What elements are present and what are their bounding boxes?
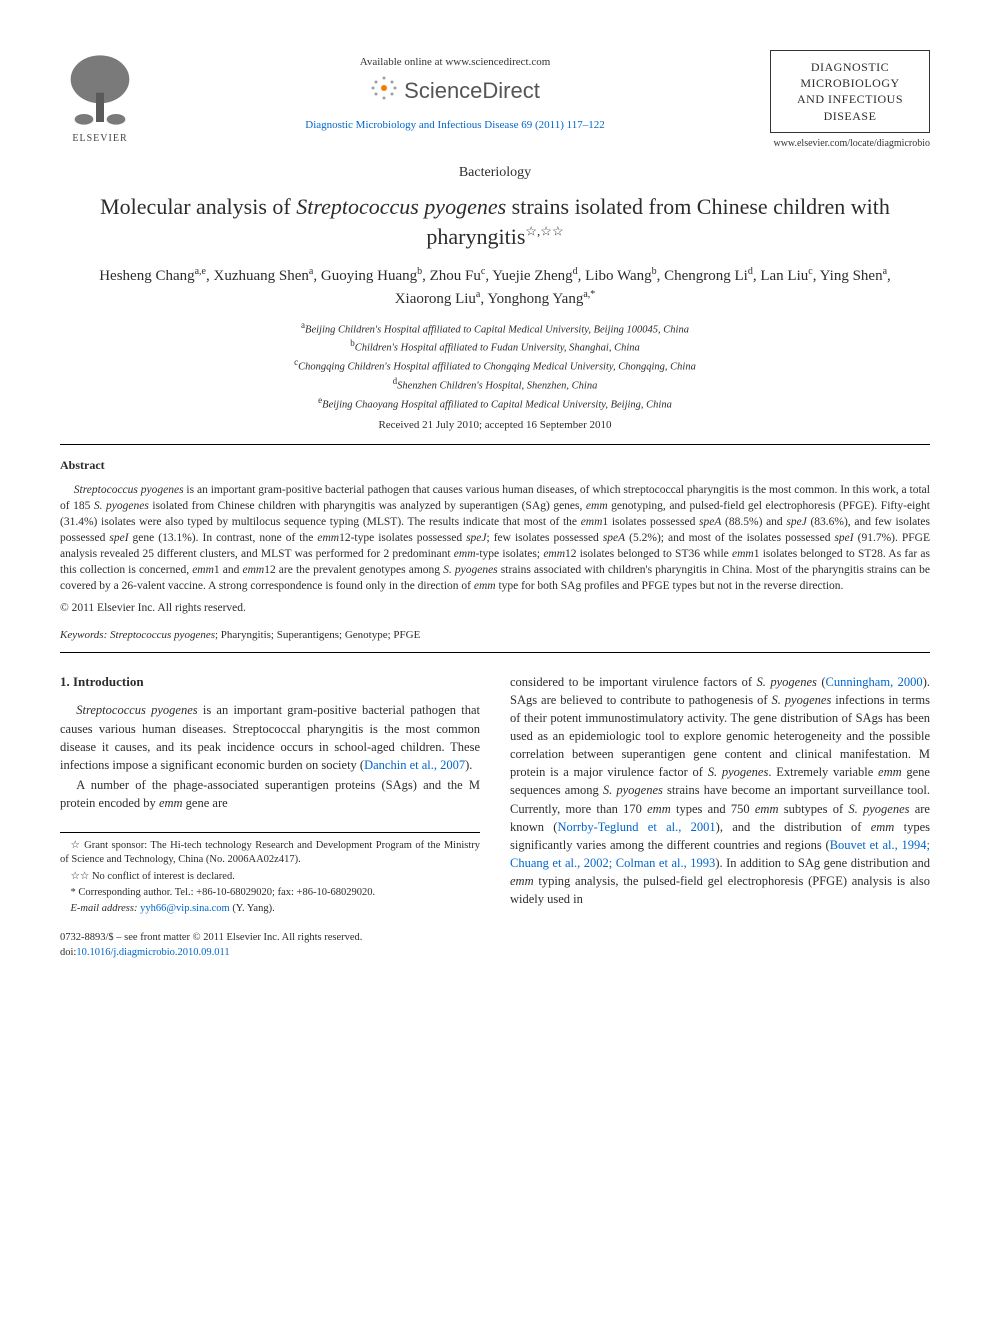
corresponding-email[interactable]: yyh66@vip.sina.com bbox=[140, 903, 230, 914]
abstract-heading: Abstract bbox=[60, 457, 930, 474]
elsevier-logo: ELSEVIER bbox=[60, 50, 140, 146]
journal-box-line: DISEASE bbox=[779, 108, 921, 124]
keywords-text: Streptococcus pyogenes; Pharyngitis; Sup… bbox=[110, 629, 420, 641]
title-footnote-marks: ☆,☆☆ bbox=[525, 224, 563, 239]
journal-box-line: MICROBIOLOGY bbox=[779, 75, 921, 91]
doi-label: doi: bbox=[60, 947, 76, 958]
left-column: 1. Introduction Streptococcus pyogenes i… bbox=[60, 673, 480, 961]
divider bbox=[60, 652, 930, 653]
front-matter: 0732-8893/$ – see front matter © 2011 El… bbox=[60, 930, 480, 945]
elsevier-label: ELSEVIER bbox=[72, 132, 127, 146]
journal-url[interactable]: www.elsevier.com/locate/diagmicrobio bbox=[770, 137, 930, 151]
journal-reference[interactable]: Diagnostic Microbiology and Infectious D… bbox=[140, 118, 770, 133]
sciencedirect-icon bbox=[370, 74, 398, 107]
doi-line: doi:10.1016/j.diagmicrobio.2010.09.011 bbox=[60, 945, 480, 960]
elsevier-tree-icon bbox=[60, 50, 140, 130]
journal-box-line: AND INFECTIOUS bbox=[779, 91, 921, 107]
footnote: E-mail address: yyh66@vip.sina.com (Y. Y… bbox=[60, 902, 480, 916]
title-pre: Molecular analysis of bbox=[100, 194, 296, 219]
journal-title-box: DIAGNOSTIC MICROBIOLOGY AND INFECTIOUS D… bbox=[770, 50, 930, 133]
page-footer-left: 0732-8893/$ – see front matter © 2011 El… bbox=[60, 930, 480, 960]
right-column: considered to be important virulence fac… bbox=[510, 673, 930, 961]
email-label: E-mail address: bbox=[71, 903, 138, 914]
email-post: (Y. Yang). bbox=[230, 903, 275, 914]
sciencedirect-text: ScienceDirect bbox=[404, 76, 540, 107]
sciencedirect-logo: ScienceDirect bbox=[140, 74, 770, 107]
abstract-copyright: © 2011 Elsevier Inc. All rights reserved… bbox=[60, 600, 930, 616]
journal-box-wrap: DIAGNOSTIC MICROBIOLOGY AND INFECTIOUS D… bbox=[770, 50, 930, 151]
footnote: ☆ Grant sponsor: The Hi-tech technology … bbox=[60, 839, 480, 867]
body-columns: 1. Introduction Streptococcus pyogenes i… bbox=[60, 673, 930, 961]
body-paragraph: Streptococcus pyogenes is an important g… bbox=[60, 701, 480, 774]
doi-link[interactable]: 10.1016/j.diagmicrobio.2010.09.011 bbox=[76, 947, 229, 958]
paper-title: Molecular analysis of Streptococcus pyog… bbox=[60, 192, 930, 251]
center-header: Available online at www.sciencedirect.co… bbox=[140, 50, 770, 133]
affiliation: eBeijing Chaoyang Hospital affiliated to… bbox=[60, 394, 930, 413]
authors-list: Hesheng Changa,e, Xuzhuang Shena, Guoyin… bbox=[60, 264, 930, 311]
affiliations: aBeijing Children's Hospital affiliated … bbox=[60, 319, 930, 413]
affiliation: dShenzhen Children's Hospital, Shenzhen,… bbox=[60, 375, 930, 394]
title-italic: Streptococcus pyogenes bbox=[296, 194, 506, 219]
body-paragraph: A number of the phage-associated superan… bbox=[60, 776, 480, 812]
affiliation: bChildren's Hospital affiliated to Fudan… bbox=[60, 337, 930, 356]
footnote: * Corresponding author. Tel.: +86-10-680… bbox=[60, 886, 480, 900]
keywords: Keywords: Streptococcus pyogenes; Pharyn… bbox=[60, 628, 930, 643]
journal-box-line: DIAGNOSTIC bbox=[779, 59, 921, 75]
available-online-text: Available online at www.sciencedirect.co… bbox=[140, 55, 770, 70]
keywords-label: Keywords: bbox=[60, 629, 107, 641]
abstract-body: Streptococcus pyogenes is an important g… bbox=[60, 482, 930, 595]
article-section-type: Bacteriology bbox=[60, 163, 930, 183]
footnotes: ☆ Grant sponsor: The Hi-tech technology … bbox=[60, 832, 480, 916]
divider bbox=[60, 444, 930, 445]
footnote: ☆☆ No conflict of interest is declared. bbox=[60, 870, 480, 884]
body-paragraph: considered to be important virulence fac… bbox=[510, 673, 930, 909]
article-dates: Received 21 July 2010; accepted 16 Septe… bbox=[60, 418, 930, 433]
intro-heading: 1. Introduction bbox=[60, 673, 480, 692]
page-header: ELSEVIER Available online at www.science… bbox=[60, 50, 930, 151]
affiliation: cChongqing Children's Hospital affiliate… bbox=[60, 356, 930, 375]
affiliation: aBeijing Children's Hospital affiliated … bbox=[60, 319, 930, 338]
